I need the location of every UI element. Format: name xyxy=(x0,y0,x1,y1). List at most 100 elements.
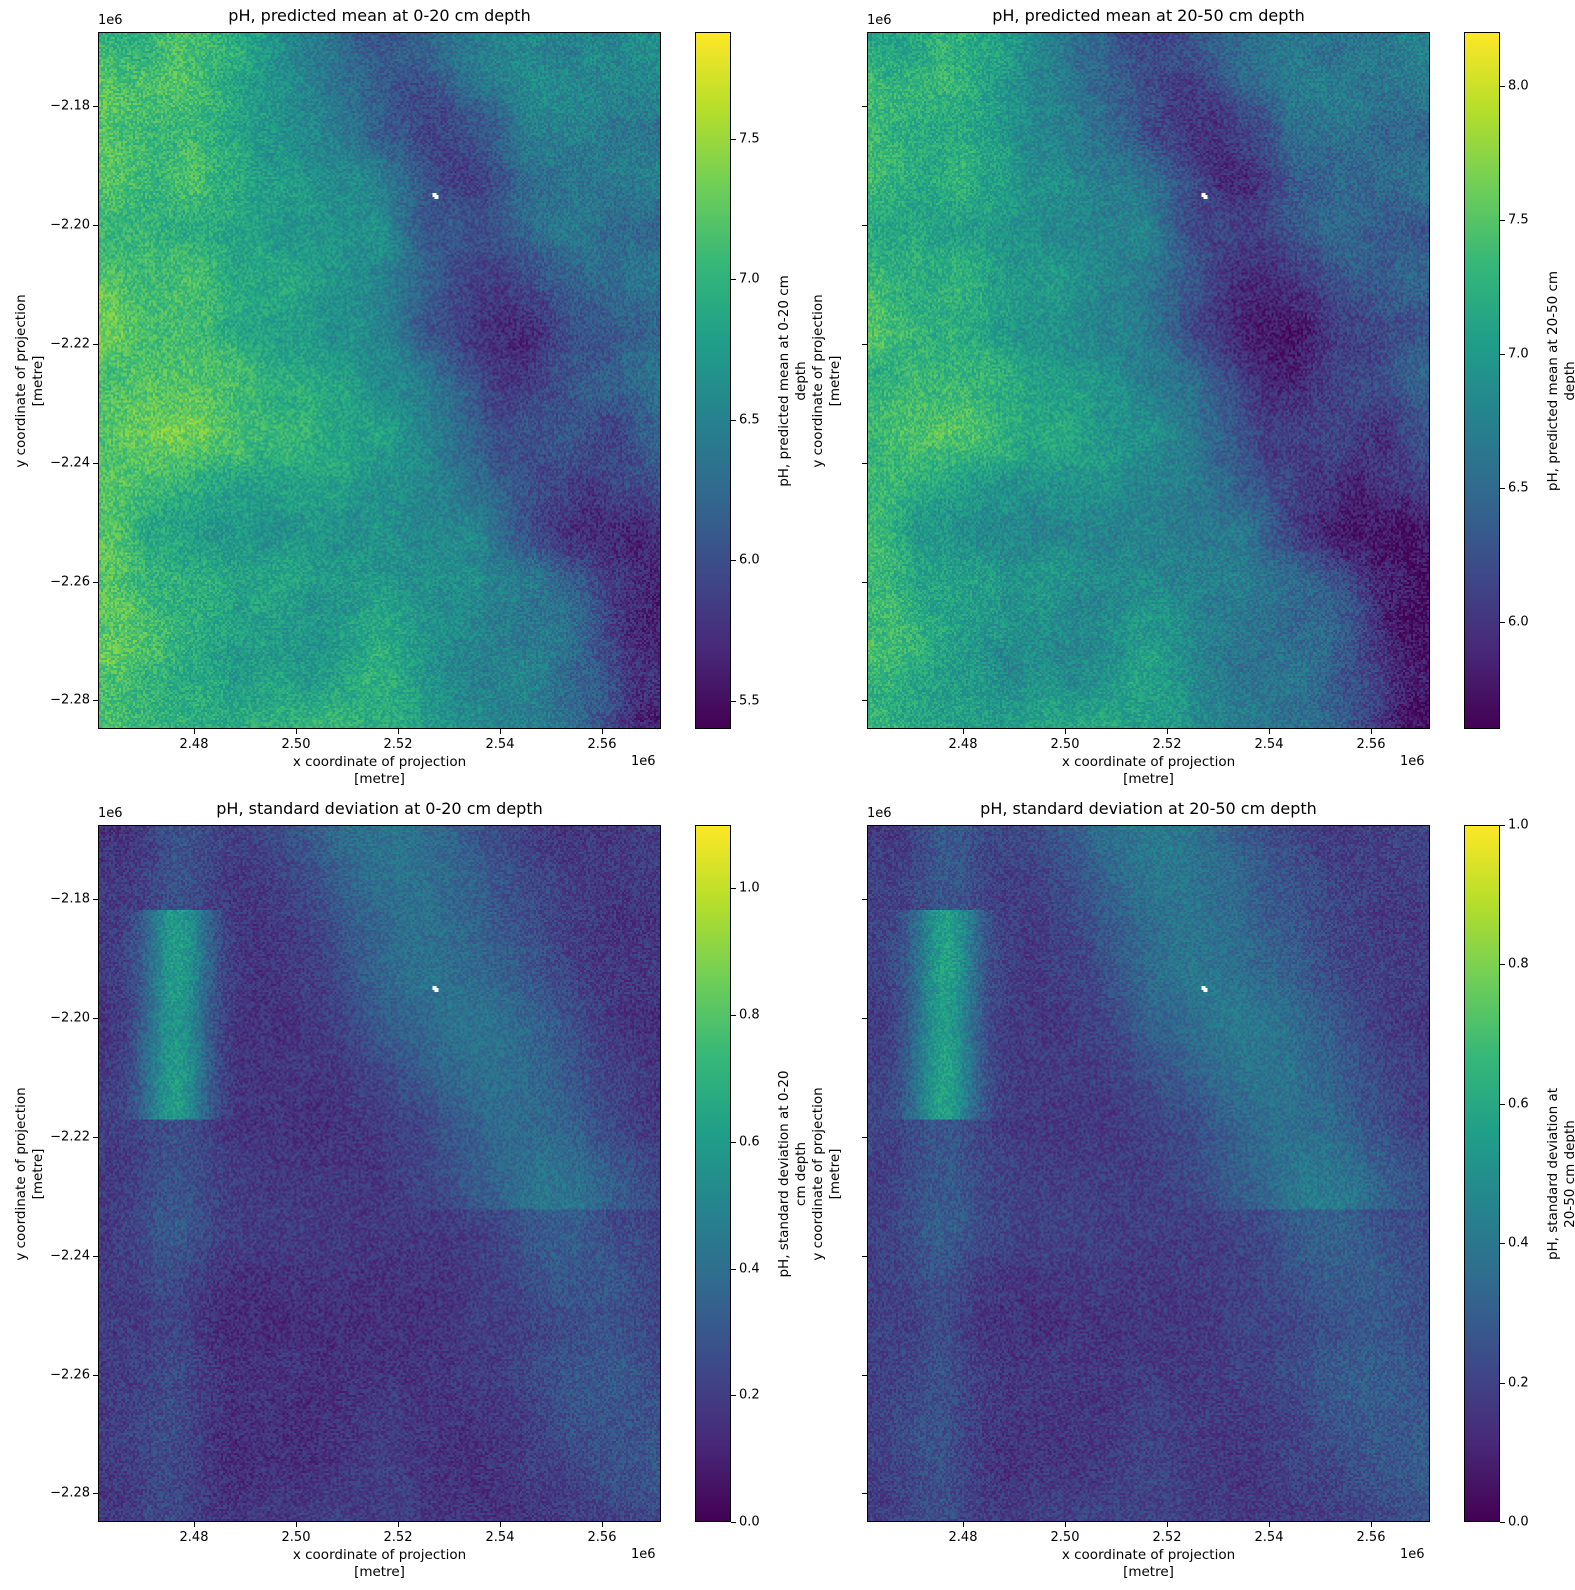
y-axis-label-line1: y coordinate of projection xyxy=(13,1086,29,1261)
colorbar-tick-label: 1.0 xyxy=(1508,817,1529,833)
colorbar xyxy=(695,825,731,1522)
colorbar-label-line2: cm depth xyxy=(793,1141,809,1206)
y-tick xyxy=(93,1375,98,1376)
x-tick xyxy=(963,729,964,734)
x-axis-label-line1: x coordinate of projection xyxy=(292,754,467,770)
x-tick-label: 2.50 xyxy=(281,1530,311,1545)
x-tick xyxy=(296,1522,297,1527)
y-tick-label: −2.24 xyxy=(50,1248,90,1264)
x-axis-label-line1: x coordinate of projection xyxy=(1061,1547,1236,1563)
colorbar-tick xyxy=(731,279,736,280)
colorbar-label-line2: depth xyxy=(1562,360,1575,401)
y-axis-label-line1: y coordinate of projection xyxy=(810,1086,826,1261)
colorbar-tick-label: 7.0 xyxy=(739,271,760,287)
x-axis-label: x coordinate of projection [metre] xyxy=(1062,754,1235,788)
colorbar-tick-label: 6.0 xyxy=(739,552,760,568)
heatmap-axes xyxy=(98,825,661,1522)
colorbar-tick-label: 7.0 xyxy=(1508,346,1529,362)
y-offset-label: 1e6 xyxy=(867,806,892,821)
x-tick xyxy=(602,1522,603,1527)
x-tick xyxy=(1371,729,1372,734)
y-tick-label: −2.22 xyxy=(50,1129,90,1145)
x-tick-label: 2.48 xyxy=(948,737,978,752)
x-axis-label-line1: x coordinate of projection xyxy=(1061,754,1236,770)
x-tick xyxy=(194,729,195,734)
x-tick-label: 2.52 xyxy=(383,1530,413,1545)
colorbar-label: pH, predicted mean at 20-50 cm depth xyxy=(1545,270,1575,490)
colorbar-tick-label: 0.6 xyxy=(1508,1096,1529,1112)
y-tick xyxy=(862,1256,867,1257)
colorbar-tick-label: 8.0 xyxy=(1508,78,1529,94)
y-tick-label: −2.20 xyxy=(50,1010,90,1026)
y-tick xyxy=(862,344,867,345)
y-tick xyxy=(862,899,867,900)
x-offset-label: 1e6 xyxy=(1400,754,1425,769)
colorbar-label-line1: pH, standard deviation at 0-20 xyxy=(776,1069,792,1278)
colorbar-tick-label: 6.0 xyxy=(1508,614,1529,630)
y-tick xyxy=(862,1493,867,1494)
panel-title: pH, predicted mean at 0-20 cm depth xyxy=(228,6,531,25)
x-tick-label: 2.48 xyxy=(179,737,209,752)
colorbar xyxy=(1464,825,1500,1522)
x-tick-label: 2.54 xyxy=(1254,1530,1284,1545)
colorbar-tick xyxy=(731,1142,736,1143)
x-tick xyxy=(500,1522,501,1527)
colorbar-tick xyxy=(1500,220,1505,221)
y-tick xyxy=(93,225,98,226)
y-axis-label: y coordinate of projection [metre] xyxy=(810,1087,844,1260)
colorbar-label: pH, standard deviation at 20-50 cm depth xyxy=(1545,1087,1575,1259)
y-axis-label-line2: [metre] xyxy=(30,355,46,406)
y-axis-label: y coordinate of projection [metre] xyxy=(810,294,844,467)
x-tick xyxy=(1065,729,1066,734)
x-tick-label: 2.54 xyxy=(485,1530,515,1545)
panel-title: pH, standard deviation at 20-50 cm depth xyxy=(980,799,1317,818)
colorbar-label-line2: depth xyxy=(793,360,809,401)
colorbar-tick xyxy=(731,420,736,421)
heatmap-raster xyxy=(868,826,1429,1521)
y-tick-label: −2.24 xyxy=(50,455,90,471)
colorbar-label: pH, predicted mean at 0-20 cm depth xyxy=(776,275,810,487)
x-axis-label-line2: [metre] xyxy=(354,771,405,787)
heatmap-raster xyxy=(99,33,660,728)
heatmap-axes xyxy=(867,32,1430,729)
colorbar xyxy=(695,32,731,729)
x-tick-label: 2.50 xyxy=(1050,1530,1080,1545)
y-tick xyxy=(93,344,98,345)
y-tick xyxy=(862,582,867,583)
colorbar-tick xyxy=(731,139,736,140)
y-axis-label-line1: y coordinate of projection xyxy=(810,293,826,468)
colorbar-tick xyxy=(1500,964,1505,965)
x-tick-label: 2.56 xyxy=(587,1530,617,1545)
y-offset-label: 1e6 xyxy=(867,13,892,28)
x-tick-label: 2.48 xyxy=(948,1530,978,1545)
colorbar-tick xyxy=(731,888,736,889)
x-tick xyxy=(1269,729,1270,734)
x-tick-label: 2.56 xyxy=(1356,737,1386,752)
x-tick xyxy=(194,1522,195,1527)
heatmap-raster xyxy=(868,33,1429,728)
x-offset-label: 1e6 xyxy=(631,1547,656,1562)
colorbar-tick xyxy=(731,560,736,561)
heatmap-axes xyxy=(98,32,661,729)
x-offset-label: 1e6 xyxy=(1400,1547,1425,1562)
y-tick-label: −2.20 xyxy=(50,217,90,233)
y-tick-label: −2.22 xyxy=(50,336,90,352)
y-tick-label: −2.18 xyxy=(50,891,90,907)
colorbar-tick xyxy=(731,1269,736,1270)
colorbar-tick xyxy=(1500,1104,1505,1105)
y-tick xyxy=(862,1018,867,1019)
y-tick-label: −2.26 xyxy=(50,1367,90,1383)
colorbar-tick-label: 0.4 xyxy=(739,1261,760,1277)
colorbar-label-line2: 20-50 cm depth xyxy=(1562,1119,1575,1228)
y-tick xyxy=(93,1018,98,1019)
x-tick-label: 2.52 xyxy=(1152,1530,1182,1545)
colorbar-tick xyxy=(1500,622,1505,623)
x-axis-label: x coordinate of projection [metre] xyxy=(293,1547,466,1581)
colorbar-tick-label: 6.5 xyxy=(1508,480,1529,496)
y-offset-label: 1e6 xyxy=(98,806,123,821)
colorbar-tick xyxy=(1500,1522,1505,1523)
x-axis-label: x coordinate of projection [metre] xyxy=(1062,1547,1235,1581)
x-tick-label: 2.56 xyxy=(1356,1530,1386,1545)
colorbar-tick xyxy=(731,701,736,702)
colorbar-tick xyxy=(731,1395,736,1396)
